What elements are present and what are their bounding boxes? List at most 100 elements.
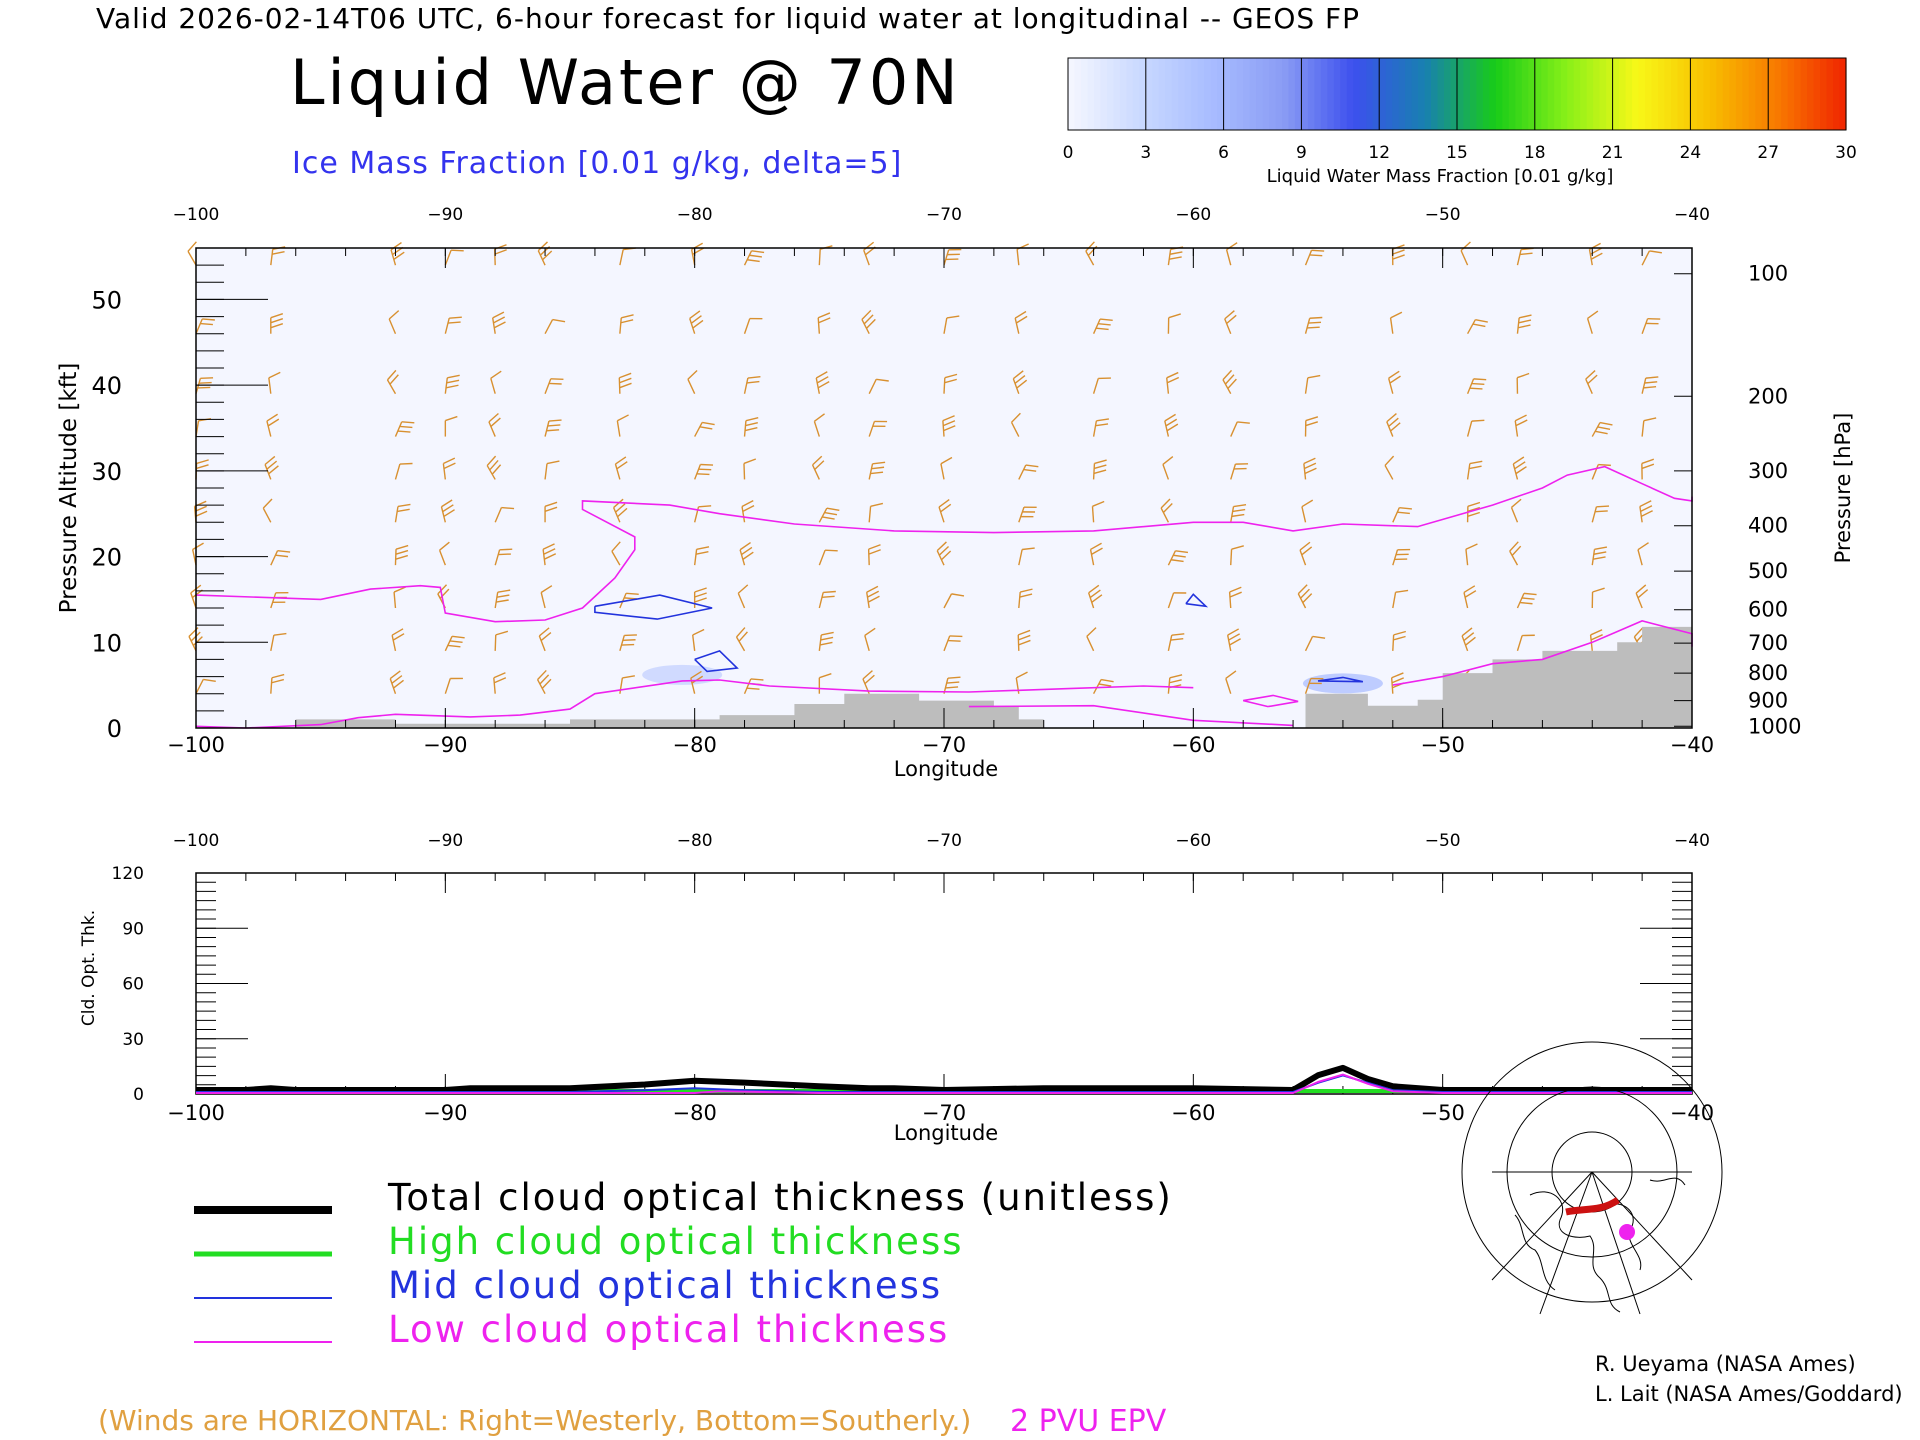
wind-barb-feather (1645, 376, 1659, 379)
epv-contour-upper (195, 465, 1693, 623)
colorbar-slice (1068, 58, 1076, 130)
wind-barb (262, 498, 273, 523)
wind-barb-feather (1090, 542, 1102, 551)
colorbar-slice (1683, 58, 1691, 130)
wind-barb-staff (544, 378, 552, 394)
wind-barb-staff (270, 677, 273, 694)
wind-barb-staff (1225, 249, 1232, 266)
wind-barb (692, 628, 705, 651)
wind-barb-staff (619, 592, 627, 609)
wind-barb-feather (741, 500, 754, 508)
wind-barb-feather (187, 241, 197, 252)
wind-barb (1637, 542, 1649, 566)
wind-barb-feather (1307, 374, 1321, 379)
lower-x-tick-label-top: −50 (1425, 831, 1461, 851)
wind-barb (1509, 541, 1522, 566)
wind-barb-feather (497, 589, 511, 593)
wind-barb (1160, 498, 1173, 523)
wind-barb-feather (1390, 422, 1401, 432)
wind-barb-feather (1304, 462, 1317, 470)
wind-barb-staff (1092, 679, 1102, 695)
wind-barb-feather (615, 456, 627, 465)
wind-barb-feather (687, 370, 698, 380)
colorbar-slice (1489, 58, 1497, 130)
wind-barb-staff (444, 249, 452, 266)
wind-barb-staff (1591, 422, 1601, 437)
wind-barb-feather (1100, 678, 1114, 683)
colorbar-slice (1411, 58, 1419, 130)
wind-barb-feather (1587, 374, 1598, 385)
wind-barb-staff (1164, 420, 1170, 437)
wind-barb-feather (1639, 500, 1652, 508)
wind-barb (815, 371, 830, 394)
wind-barb-staff (1641, 377, 1647, 394)
wind-barb-feather (388, 310, 400, 320)
wind-barb-feather (876, 378, 889, 382)
wind-barb (1167, 550, 1189, 566)
wind-barb-feather (488, 412, 499, 423)
wind-barb (687, 370, 698, 395)
wind-barb (619, 675, 635, 694)
wind-barb-staff (486, 465, 496, 480)
wind-barb-feather (397, 508, 410, 513)
colorbar-slice (1340, 58, 1348, 130)
wind-barb-feather (862, 670, 873, 680)
wind-barb-staff (1018, 549, 1023, 566)
wind-barb-feather (493, 677, 507, 684)
wind-barb-feather (1384, 455, 1395, 466)
wind-barb-feather (1397, 511, 1410, 515)
wind-barb-feather (1522, 634, 1535, 637)
epv-note: 2 PVU EPV (1010, 1404, 1167, 1439)
wind-barb-feather (1018, 634, 1031, 641)
lower-x-tick-label: −80 (673, 1101, 717, 1125)
wind-barb (743, 375, 761, 394)
wind-barb-staff (490, 378, 496, 394)
wind-barb-feather (936, 541, 947, 552)
wind-barb-feather (698, 505, 712, 508)
wind-barb-feather (1599, 421, 1613, 426)
wind-barb-feather (1518, 314, 1532, 319)
colorbar-slice (1729, 58, 1737, 130)
wind-barb-feather (947, 639, 961, 642)
colorbar-tick-label: 15 (1446, 143, 1468, 163)
wind-barb-feather (815, 371, 828, 379)
wind-barb-feather (1297, 584, 1308, 595)
wind-barb-staff (394, 549, 397, 566)
wind-barb-feather (1301, 546, 1313, 556)
colorbar-slice (1528, 58, 1536, 130)
wind-barb-feather (1593, 551, 1607, 555)
wind-barb (270, 549, 291, 566)
x-tick-label: −90 (423, 733, 467, 757)
wind-barb-feather (542, 543, 555, 550)
colorbar-slice (1256, 58, 1264, 130)
pressure-tick-label: 600 (1748, 598, 1788, 622)
wind-barb-feather (1085, 241, 1095, 252)
wind-barb-feather (864, 627, 876, 637)
wind-barb-feather (866, 585, 879, 593)
wind-barb-feather (938, 545, 950, 556)
wind-barb-staff (1465, 549, 1469, 566)
wind-barb-staff (1230, 463, 1237, 480)
wind-barb (544, 419, 562, 437)
wind-barb-feather (494, 249, 507, 255)
wind-barb-staff (1510, 507, 1519, 523)
wind-barb-feather (539, 674, 550, 685)
wind-barb (943, 593, 965, 609)
wind-barb (440, 499, 455, 523)
wind-barb-staff (618, 377, 621, 394)
wind-barb-feather (1597, 426, 1611, 430)
wind-barb (619, 634, 637, 652)
lower-y-axis-label: Cld. Opt. Thk. (79, 910, 99, 1026)
wind-barb-feather (202, 318, 215, 321)
wind-barb-staff (1092, 463, 1096, 480)
wind-barb (494, 589, 511, 609)
colorbar-slice (1645, 58, 1653, 130)
wind-barb-feather (622, 675, 635, 679)
wind-barb (1230, 503, 1247, 523)
colorbar-slice (1249, 58, 1257, 130)
wind-barb (438, 541, 450, 566)
pressure-tick-label: 100 (1748, 262, 1788, 286)
wind-barb-feather (266, 413, 278, 422)
wind-barb-staff (818, 249, 821, 266)
colorbar-slice (1424, 58, 1432, 130)
